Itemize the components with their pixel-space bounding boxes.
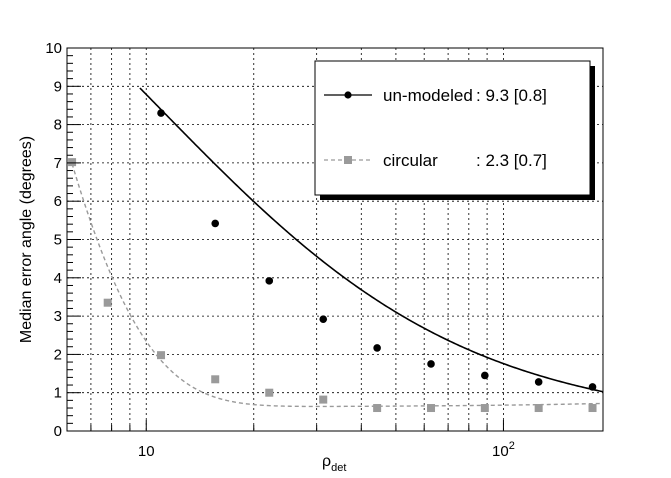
y-axis-title: Median error angle (degrees)	[18, 136, 35, 343]
y-tick-label: 4	[54, 270, 62, 287]
fit-curve-circular	[71, 163, 603, 408]
y-tick-label: 1	[54, 385, 62, 402]
y-tick-label: 10	[45, 40, 62, 57]
y-tick-label: 6	[54, 193, 62, 210]
y-tick-label: 5	[54, 232, 62, 249]
legend: un-modeled : 9.3 [0.8] circular : 2.3 [0…	[314, 60, 595, 200]
data-point-circular	[534, 404, 543, 413]
legend-value-un-modeled: : 9.3 [0.8]	[476, 86, 547, 105]
data-point-un-modeled	[481, 371, 489, 380]
data-point-un-modeled	[211, 219, 220, 228]
x-tick-label-base: 10	[492, 443, 509, 460]
data-point-un-modeled	[427, 360, 435, 368]
y-tick-label: 8	[54, 117, 62, 134]
data-point-circular	[211, 375, 220, 384]
data-point-un-modeled	[534, 378, 543, 386]
x-tick-label: 102	[492, 440, 515, 460]
fit-curve-un-modeled	[139, 87, 603, 393]
data-point-circular	[265, 388, 274, 397]
legend-box	[314, 60, 591, 196]
x-axis-title: ρdet	[322, 453, 346, 474]
data-point-circular	[157, 351, 166, 360]
y-tick-label: 7	[54, 155, 62, 172]
data-point-un-modeled	[373, 344, 381, 352]
data-point-circular	[319, 395, 328, 404]
data-point-un-modeled	[157, 109, 165, 117]
x-axis-title-subscript: det	[331, 462, 346, 474]
curve-layer	[71, 87, 603, 408]
x-tick-label-base: 10	[138, 443, 155, 460]
legend-marker-un-modeled	[344, 91, 352, 99]
x-axis-title-main: ρ	[322, 453, 331, 470]
legend-value-circular: : 2.3 [0.7]	[476, 151, 547, 170]
y-tick-label: 3	[54, 308, 62, 325]
data-point-circular	[68, 158, 77, 167]
data-point-circular	[427, 404, 436, 413]
data-point-un-modeled	[588, 383, 597, 391]
data-point-circular	[588, 404, 597, 413]
x-tick-label: 10	[138, 443, 155, 460]
data-point-circular	[373, 404, 382, 413]
data-point-circular	[103, 298, 112, 307]
y-tick-label: 2	[54, 346, 62, 363]
legend-label-circular: circular	[383, 151, 438, 170]
legend-marker-circular	[344, 156, 352, 164]
data-point-un-modeled	[319, 315, 328, 323]
data-point-un-modeled	[265, 277, 274, 285]
x-tick-label-exponent: 2	[509, 440, 515, 452]
marker-layer	[68, 109, 597, 413]
y-tick-label: 9	[54, 78, 62, 95]
legend-label-un-modeled: un-modeled	[383, 86, 473, 105]
y-tick-label: 0	[54, 423, 62, 440]
data-point-circular	[480, 404, 489, 413]
